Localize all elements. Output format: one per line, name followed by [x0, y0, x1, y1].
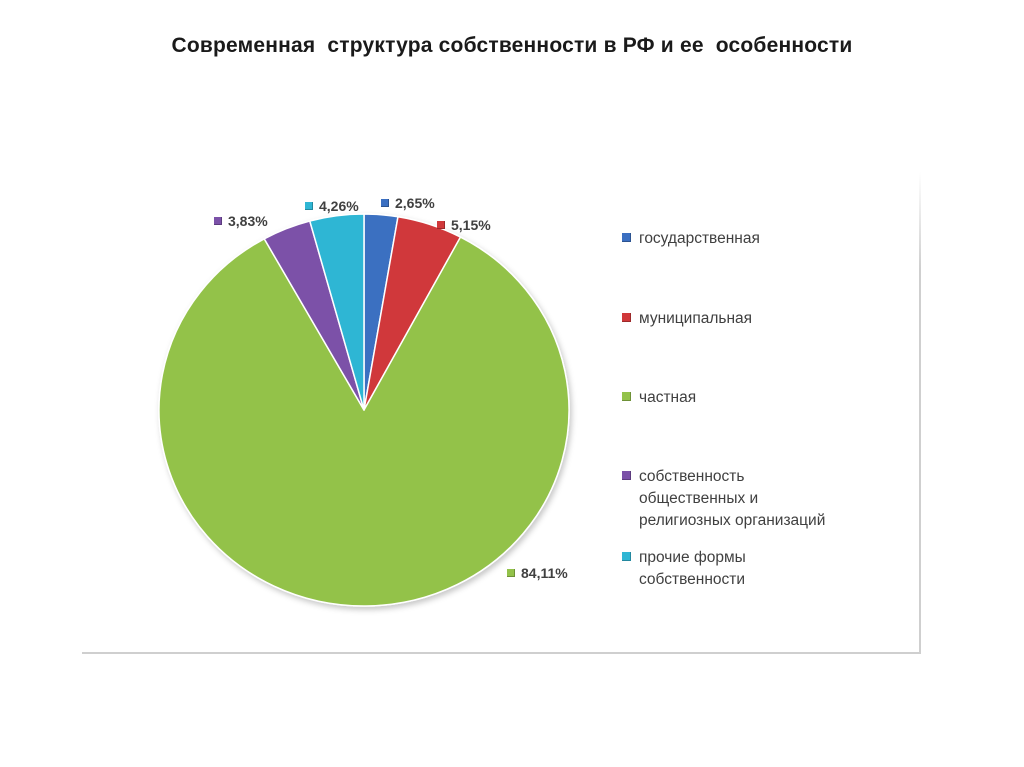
legend-label: собственность общественных и религиозных о…: [639, 466, 825, 532]
legend-item-5: прочие формы собственности: [622, 547, 746, 591]
legend-item-1: государственная: [622, 228, 760, 250]
legend-item-2: муниципальная: [622, 308, 752, 330]
data-label-text: 2,65%: [395, 195, 435, 211]
legend-label: частная: [639, 387, 696, 409]
data-label-swatch: [507, 569, 515, 577]
data-label-1: 2,65%: [381, 195, 435, 211]
legend-label-line: собственность: [639, 468, 745, 485]
data-label-swatch: [437, 221, 445, 229]
chart-frame-bottom-border: [82, 652, 921, 654]
data-label-text: 84,11%: [521, 565, 568, 581]
data-label-swatch: [381, 199, 389, 207]
chart-frame-right-border: [919, 172, 921, 654]
legend-swatch: [622, 233, 631, 242]
data-label-3: 84,11%: [507, 565, 568, 581]
legend-label: государственная: [639, 228, 760, 250]
page-title: Современная структура собственности в РФ…: [171, 34, 853, 57]
legend-item-3: частная: [622, 387, 696, 409]
legend-label: муниципальная: [639, 308, 752, 330]
data-label-text: 3,83%: [228, 213, 268, 229]
legend-label-line: государственная: [639, 230, 760, 247]
legend-label-line: прочие формы: [639, 549, 746, 566]
legend-label-line: религиозных организаций: [639, 512, 826, 529]
data-label-swatch: [214, 217, 222, 225]
data-label-swatch: [305, 202, 313, 210]
legend-label-line: собственности: [639, 571, 746, 588]
data-label-4: 3,83%: [214, 213, 268, 229]
legend-swatch: [622, 392, 631, 401]
legend-swatch: [622, 552, 631, 561]
pie-slice-3: [158, 236, 570, 607]
legend-swatch: [622, 471, 631, 480]
data-label-5: 4,26%: [305, 198, 359, 214]
data-label-2: 5,15%: [437, 217, 491, 233]
legend-label-line: общественных и: [639, 490, 759, 507]
pie-slice-5: [309, 213, 365, 411]
legend-label: прочие формы собственности: [639, 547, 746, 591]
legend-label-line: частная: [639, 389, 697, 406]
legend-item-4: собственность общественных и религиозных о…: [622, 466, 825, 532]
data-label-text: 5,15%: [451, 217, 491, 233]
legend-label-line: муниципальная: [639, 310, 753, 327]
legend-swatch: [622, 313, 631, 322]
data-label-text: 4,26%: [319, 198, 359, 214]
